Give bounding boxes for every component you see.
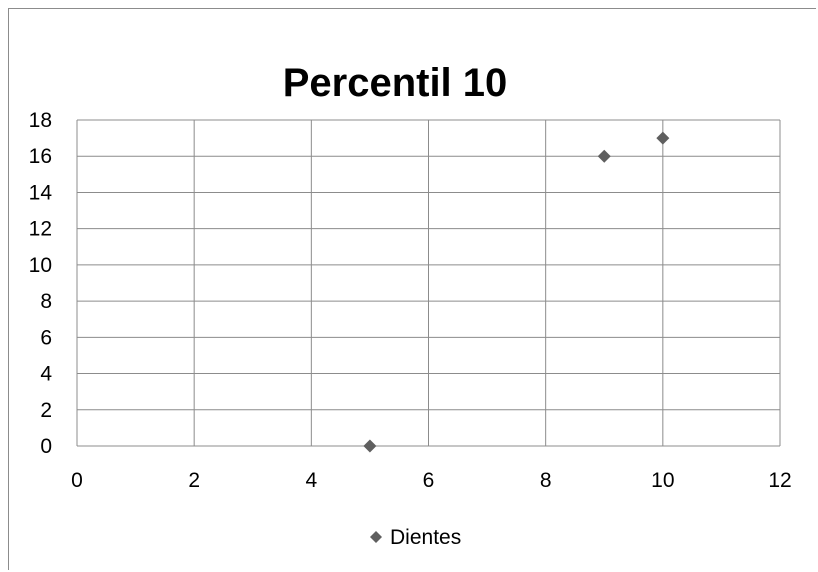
y-tick-label-2: 4 bbox=[40, 363, 52, 386]
data-point-0-0 bbox=[363, 439, 377, 453]
y-tick-label-5: 10 bbox=[29, 254, 52, 277]
data-point-0-2 bbox=[656, 131, 670, 145]
y-tick-label-8: 16 bbox=[29, 145, 52, 168]
chart-title: Percentil 10 bbox=[283, 61, 508, 105]
x-tick-label-1: 2 bbox=[188, 469, 200, 492]
y-tick-label-4: 8 bbox=[40, 290, 52, 313]
x-tick-label-4: 8 bbox=[540, 469, 552, 492]
x-tick-label-5: 10 bbox=[651, 469, 674, 492]
chart-frame bbox=[8, 8, 816, 570]
y-tick-label-9: 18 bbox=[29, 109, 52, 132]
x-tick-label-6: 12 bbox=[768, 469, 791, 492]
legend: Dientes bbox=[370, 526, 461, 549]
y-tick-label-6: 12 bbox=[29, 218, 52, 241]
x-axis-tick-labels: 0 2 4 6 8 10 12 bbox=[71, 469, 792, 492]
y-tick-label-0: 0 bbox=[40, 435, 52, 458]
data-points bbox=[363, 131, 670, 453]
y-tick-label-7: 14 bbox=[29, 181, 53, 204]
y-tick-label-1: 2 bbox=[40, 399, 52, 422]
data-point-0-1 bbox=[597, 149, 611, 163]
y-tick-label-3: 6 bbox=[40, 326, 52, 349]
y-axis-tick-labels: 0 2 4 6 8 10 12 14 16 18 bbox=[29, 109, 53, 458]
x-tick-label-3: 6 bbox=[423, 469, 435, 492]
legend-marker-diamond bbox=[370, 531, 382, 543]
x-tick-label-2: 4 bbox=[305, 469, 317, 492]
grid-lines bbox=[76, 119, 781, 447]
legend-label: Dientes bbox=[390, 526, 461, 549]
x-tick-label-0: 0 bbox=[71, 469, 83, 492]
